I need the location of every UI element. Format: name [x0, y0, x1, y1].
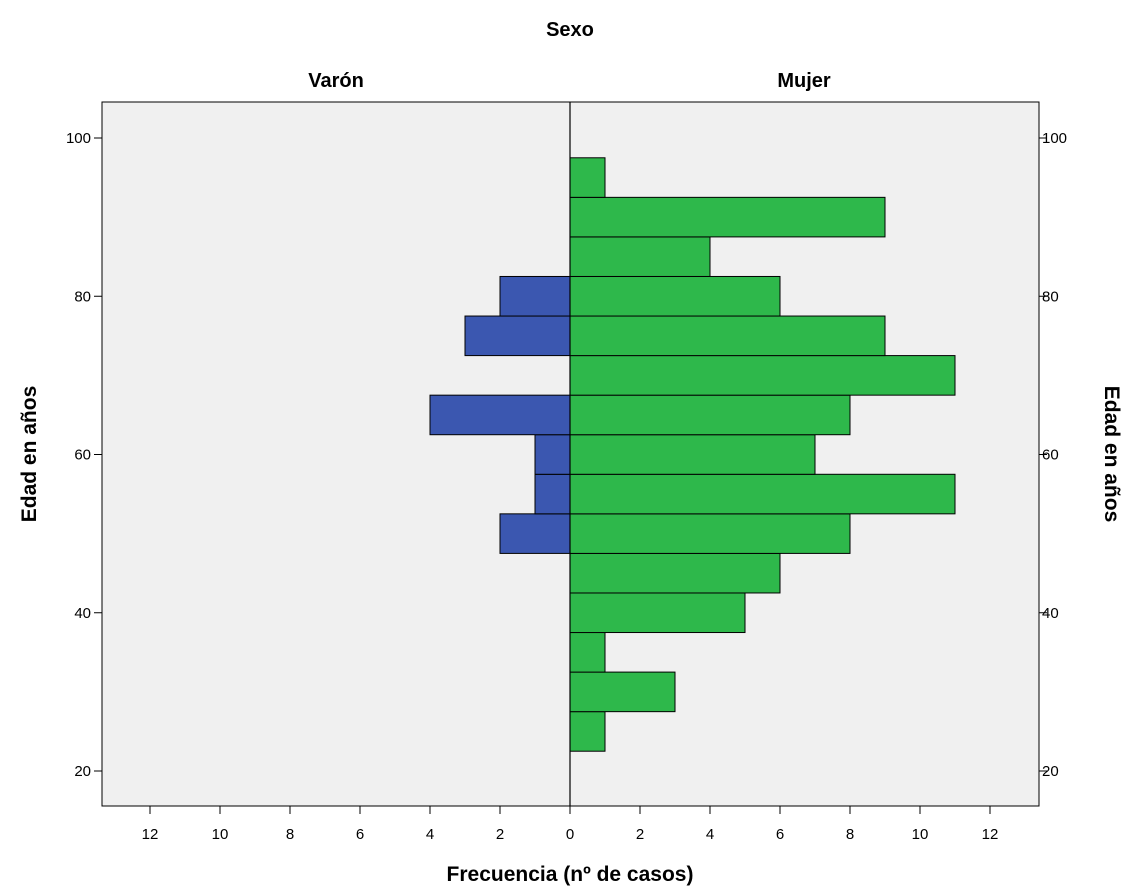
bar-mujer-55	[569, 473, 956, 515]
y-tick-label-left-60: 60	[74, 447, 91, 464]
x-tick-label-0: 12	[142, 826, 159, 843]
bar-mujer-25	[569, 711, 606, 752]
x-tick-label-9: 6	[776, 826, 784, 843]
x-tick-label-3: 6	[356, 826, 364, 843]
bar-mujer-85	[569, 236, 711, 277]
bars-group	[429, 157, 956, 752]
x-tick-label-11: 10	[912, 826, 929, 843]
chart-title: Sexo	[546, 19, 594, 41]
x-tick-label-1: 10	[212, 826, 229, 843]
y-tick-label-right-60: 60	[1042, 447, 1059, 464]
bar-mujer-95	[569, 157, 606, 198]
y-tick-label-left-20: 20	[74, 763, 91, 780]
y-tick-label-right-80: 80	[1042, 288, 1059, 305]
bar-mujer-90	[569, 196, 886, 238]
bar-mujer-35	[569, 632, 606, 673]
y-tick-label-left-40: 40	[74, 605, 91, 622]
y-tick-label-left-100: 100	[66, 130, 91, 147]
bar-mujer-30	[569, 671, 676, 713]
y-tick-label-right-40: 40	[1042, 605, 1059, 622]
bar-mujer-45	[569, 552, 781, 594]
y-tick-label-left-80: 80	[74, 288, 91, 305]
bar-mujer-70	[569, 355, 956, 396]
x-tick-label-10: 8	[846, 826, 854, 843]
y-axis-label-right: Edad en años	[1100, 386, 1123, 523]
bar-varon-80	[499, 275, 571, 317]
bar-mujer-50	[569, 513, 851, 554]
x-ticks-group: 12 10 8 6 4 2 0 2 4 6 8 10 12	[142, 806, 999, 843]
y-tick-label-right-100: 100	[1042, 130, 1067, 147]
bar-varon-55	[534, 473, 571, 515]
bar-mujer-60	[569, 434, 816, 475]
x-axis-label: Frecuencia (nº de casos)	[447, 863, 694, 886]
bar-mujer-80	[569, 275, 781, 317]
panel-label-left: Varón	[308, 70, 364, 92]
y-ticks-group: 20 20 40 40 60 60 80 80 100 100	[66, 130, 1067, 780]
y-tick-label-right-20: 20	[1042, 763, 1059, 780]
bar-varon-75	[464, 315, 571, 357]
y-axis-label-left: Edad en años	[18, 386, 41, 523]
bar-varon-65	[429, 394, 571, 436]
bar-mujer-75	[569, 315, 886, 357]
x-tick-label-5: 2	[496, 826, 504, 843]
x-tick-label-2: 8	[286, 826, 294, 843]
x-tick-label-7: 2	[636, 826, 644, 843]
x-tick-label-8: 4	[706, 826, 714, 843]
bar-mujer-40	[569, 592, 746, 634]
bar-varon-60	[534, 434, 571, 475]
x-tick-label-4: 4	[426, 826, 434, 843]
bar-mujer-65	[569, 394, 851, 436]
panel-label-right: Mujer	[777, 70, 831, 92]
x-tick-label-6: 0	[566, 826, 574, 843]
bar-varon-50	[499, 513, 571, 554]
x-tick-label-12: 12	[982, 826, 999, 843]
